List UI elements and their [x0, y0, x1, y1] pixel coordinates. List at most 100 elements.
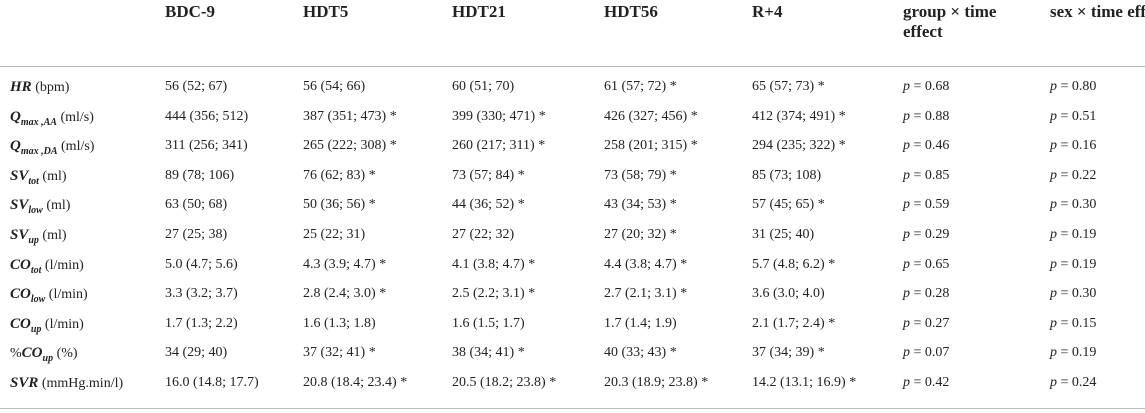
data-cell: 73 (58; 79) *: [604, 167, 677, 183]
label-subscript: max ,AA: [20, 116, 57, 128]
p-symbol: p: [903, 138, 910, 154]
p-symbol: p: [903, 286, 910, 302]
label-unit: (ml): [42, 168, 67, 184]
row-label: HR (bpm): [10, 78, 69, 97]
p-symbol: p: [1050, 167, 1057, 183]
data-cell: 89 (78; 106): [165, 167, 235, 183]
label-subscript: tot: [28, 175, 39, 187]
p-symbol: p: [1050, 108, 1057, 124]
label-subscript: max ,DA: [20, 145, 58, 157]
label-unit: (ml): [46, 198, 71, 214]
row-label: COup (l/min): [10, 315, 84, 339]
data-cell: 1.6 (1.3; 1.8): [303, 315, 376, 331]
p-value: p = 0.27: [903, 315, 949, 333]
label-symbol: SV: [10, 227, 29, 243]
data-cell: 260 (217; 311) *: [452, 138, 546, 154]
data-cell: 65 (57; 73) *: [752, 79, 825, 94]
p-symbol: p: [1050, 138, 1057, 154]
row-label: SVtot (ml): [10, 167, 67, 191]
p-number: = 0.24: [1060, 375, 1097, 390]
data-cell: 25 (22; 31): [303, 227, 366, 242]
row-label: SVR (mmHg.min/l): [10, 374, 123, 393]
data-cell: 57 (45; 65) *: [752, 197, 825, 213]
label-symbol: SVR: [10, 375, 39, 391]
p-value: p = 0.30: [1050, 285, 1096, 303]
p-symbol: p: [903, 315, 910, 331]
p-number: = 0.80: [1060, 79, 1097, 94]
data-cell: 5.0 (4.7; 5.6): [165, 256, 238, 272]
p-value: p = 0.19: [1050, 226, 1096, 244]
p-symbol: p: [1050, 79, 1057, 94]
p-symbol: p: [1050, 375, 1057, 390]
data-cell: 50 (36; 56) *: [303, 197, 376, 213]
bottom-rule: [0, 408, 1145, 409]
column-header: R+4: [752, 2, 783, 21]
p-symbol: p: [903, 197, 910, 213]
data-cell: 37 (34; 39) *: [752, 345, 825, 361]
data-cell: 44 (36; 52) *: [452, 197, 525, 213]
label-unit: (l/min): [44, 257, 84, 273]
p-number: = 0.51: [1060, 108, 1097, 124]
label-symbol: SV: [10, 167, 29, 184]
label-unit: (mmHg.min/l): [41, 376, 124, 391]
data-cell: 4.3 (3.9; 4.7) *: [303, 256, 387, 272]
data-cell: 27 (25; 38): [165, 227, 228, 242]
row-label: SVup (ml): [10, 226, 67, 250]
p-symbol: p: [1050, 227, 1057, 242]
data-cell: 4.4 (3.8; 4.7) *: [604, 256, 688, 272]
data-cell: 444 (356; 512): [165, 108, 249, 124]
data-cell: 20.8 (18.4; 23.4) *: [303, 375, 408, 390]
column-header: group × time effect: [903, 2, 997, 41]
data-cell: 412 (374; 491) *: [752, 108, 846, 124]
p-symbol: p: [1050, 197, 1057, 213]
p-number: = 0.15: [1060, 315, 1097, 331]
p-value: p = 0.07: [903, 344, 949, 362]
label-unit: (l/min): [44, 316, 84, 332]
data-cell: 40 (33; 43) *: [604, 345, 677, 361]
label-unit: (ml/s): [60, 109, 94, 125]
data-cell: 1.7 (1.3; 2.2): [165, 315, 238, 331]
column-header: BDC-9: [165, 2, 216, 21]
p-value: p = 0.24: [1050, 374, 1096, 392]
p-value: p = 0.29: [903, 226, 949, 244]
label-unit: (bpm): [35, 80, 70, 95]
label-symbol: Q: [10, 138, 21, 155]
p-value: p = 0.19: [1050, 344, 1096, 362]
data-cell: 20.5 (18.2; 23.8) *: [452, 375, 557, 390]
p-number: = 0.88: [913, 108, 950, 124]
label-unit: (l/min): [48, 287, 88, 303]
p-number: = 0.42: [913, 375, 950, 390]
p-value: p = 0.22: [1050, 167, 1096, 185]
p-symbol: p: [1050, 315, 1057, 331]
p-number: = 0.30: [1060, 286, 1097, 302]
data-cell: 2.8 (2.4; 3.0) *: [303, 286, 387, 302]
p-value: p = 0.85: [903, 167, 949, 185]
data-cell: 60 (51; 70): [452, 79, 515, 94]
label-subscript: up: [42, 353, 54, 365]
data-cell: 56 (52; 67): [165, 79, 228, 94]
label-subscript: up: [30, 323, 42, 335]
data-cell: 426 (327; 456) *: [604, 108, 698, 124]
column-header: HDT21: [452, 2, 506, 21]
label-symbol: CO: [10, 286, 31, 303]
p-symbol: p: [903, 227, 910, 242]
p-value: p = 0.88: [903, 108, 949, 126]
p-number: = 0.19: [1060, 227, 1097, 242]
data-cell: 311 (256; 341): [165, 138, 248, 154]
label-subscript: tot: [30, 264, 42, 276]
p-value: p = 0.80: [1050, 78, 1096, 96]
data-cell: 27 (22; 32): [452, 227, 515, 242]
data-cell: 37 (32; 41) *: [303, 345, 376, 361]
label-symbol: HR: [10, 79, 32, 95]
data-cell: 43 (34; 53) *: [604, 197, 677, 213]
p-value: p = 0.51: [1050, 108, 1096, 126]
p-number: = 0.28: [913, 286, 950, 302]
column-header: sex × time effect: [1050, 2, 1145, 21]
p-value: p = 0.46: [903, 137, 949, 155]
data-cell: 27 (20; 32) *: [604, 227, 677, 242]
label-unit: (ml/s): [61, 139, 95, 155]
p-number: = 0.85: [913, 167, 950, 183]
p-number: = 0.30: [1060, 197, 1097, 213]
p-symbol: p: [903, 256, 910, 272]
p-value: p = 0.19: [1050, 256, 1096, 274]
